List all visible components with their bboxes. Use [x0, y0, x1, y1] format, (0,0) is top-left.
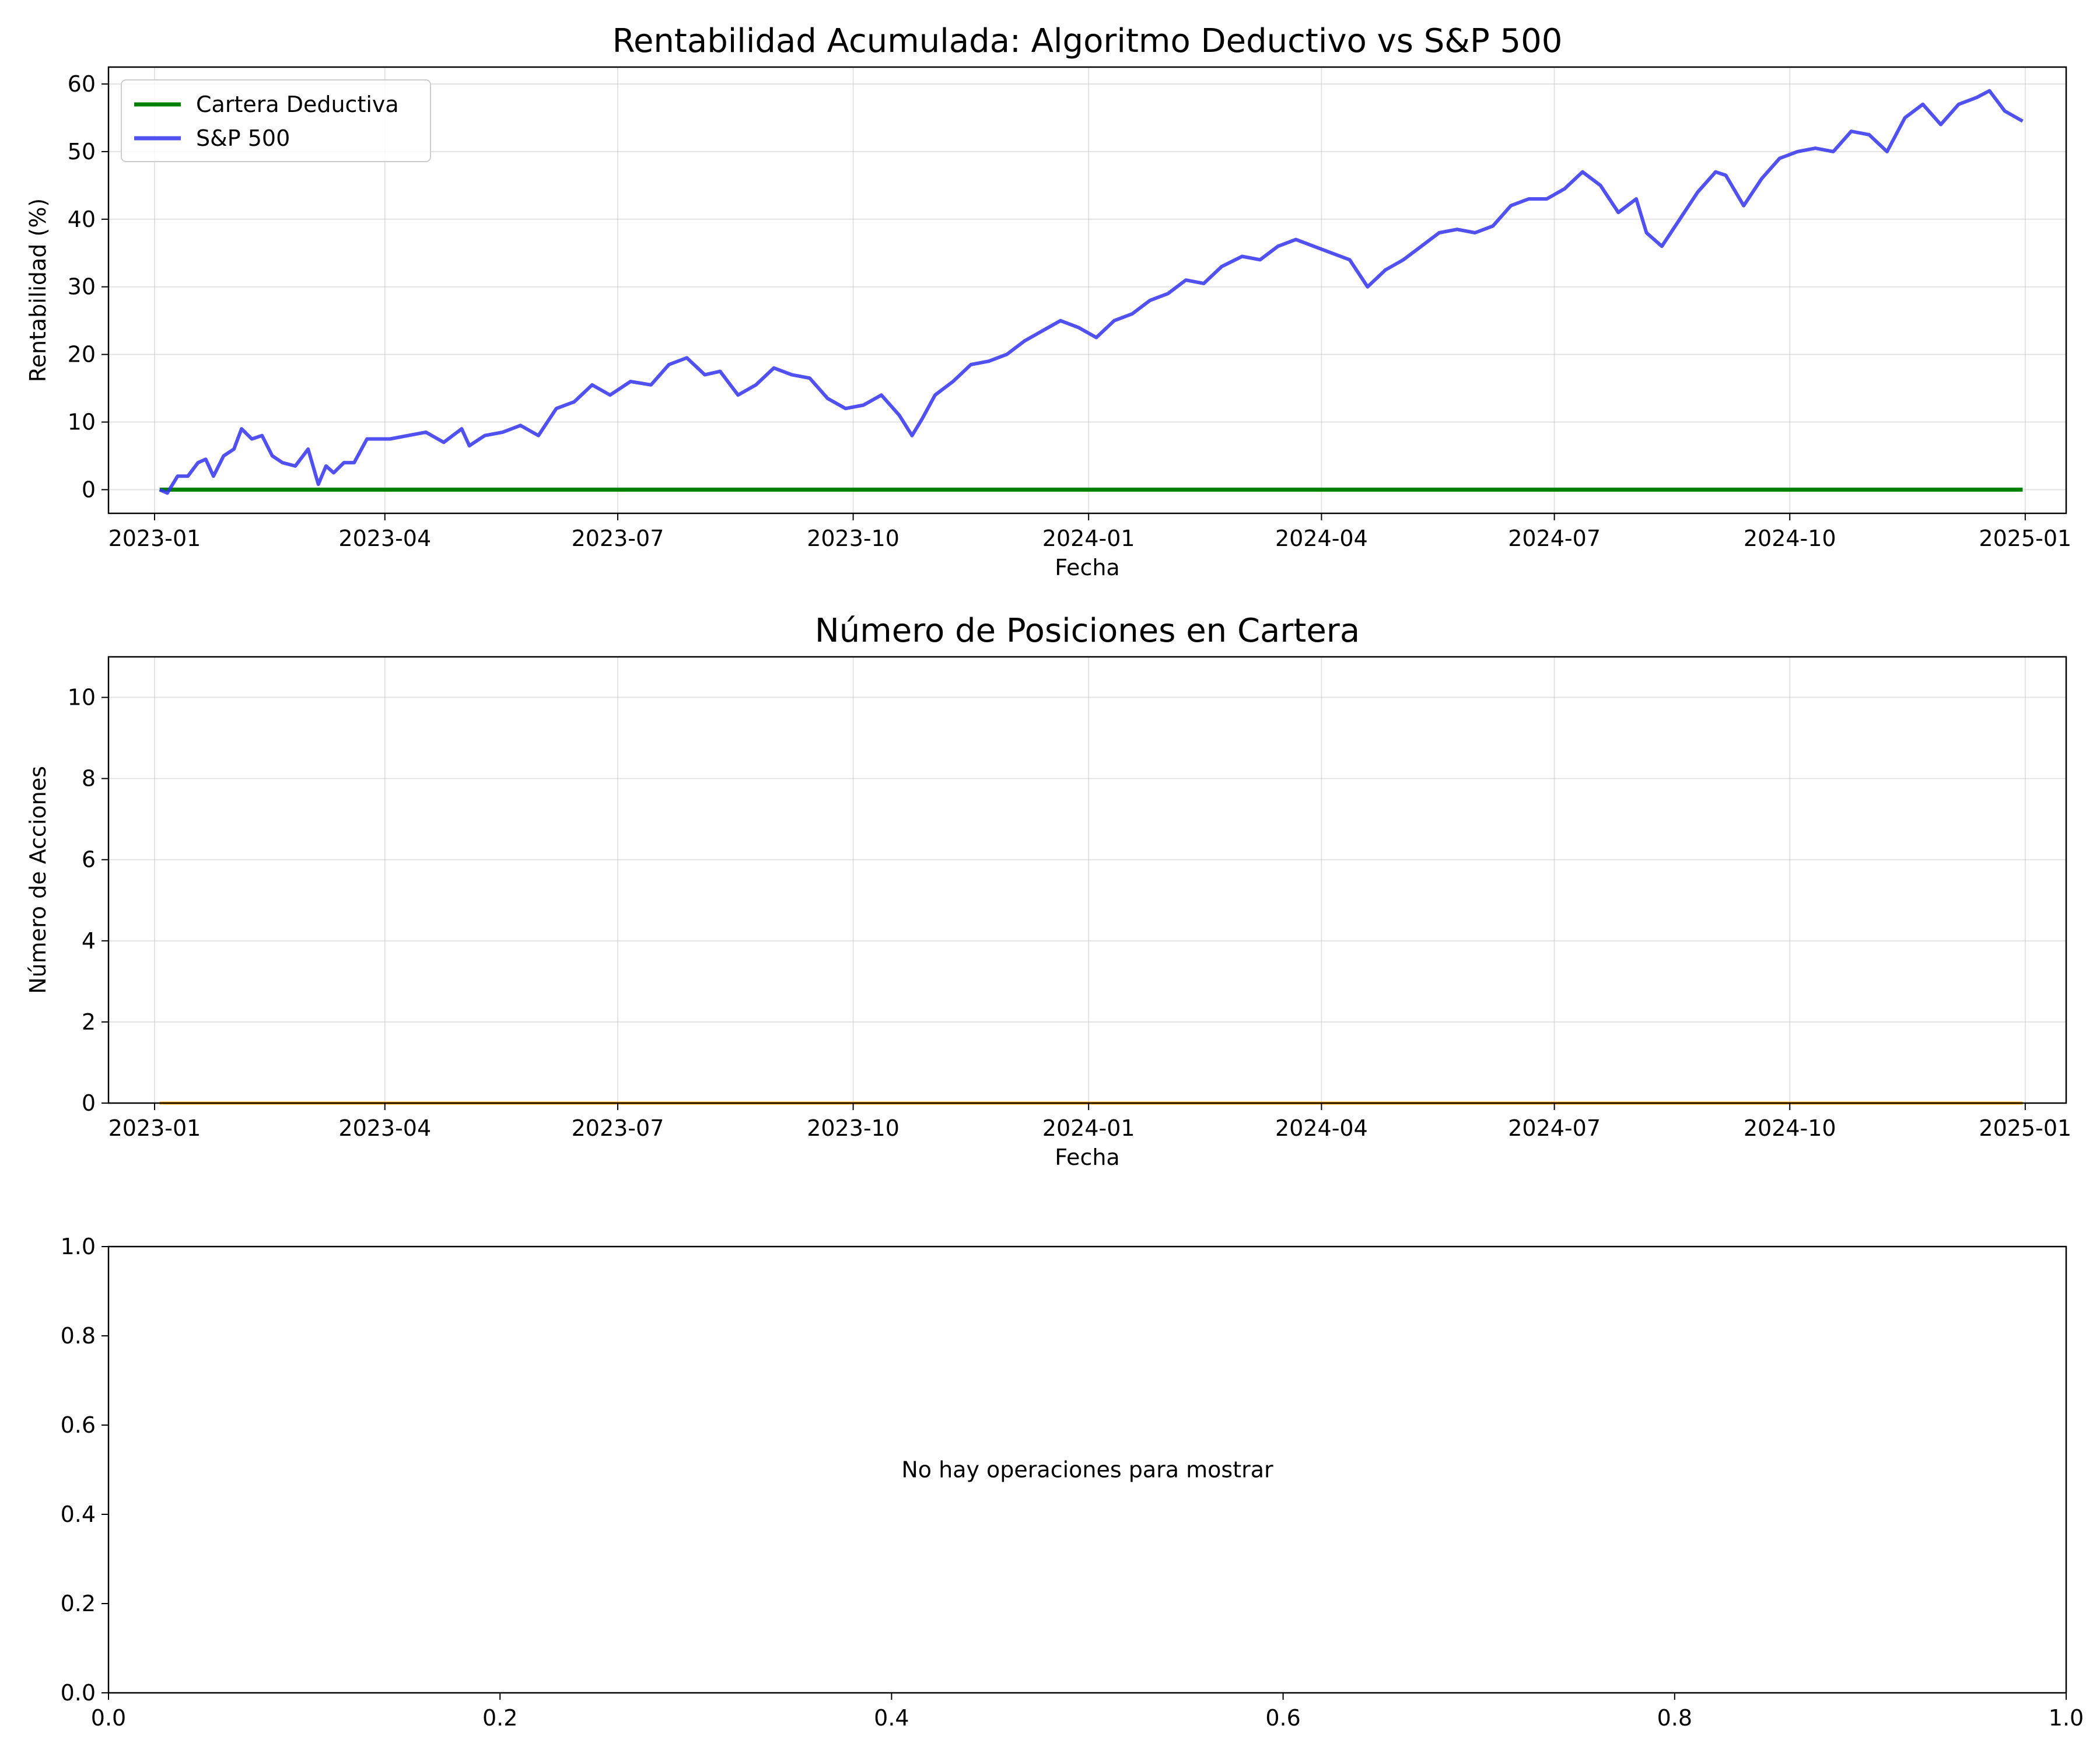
x-tick-label: 2024-04	[1275, 1115, 1368, 1141]
y-tick-label: 50	[68, 139, 96, 164]
x-tick-label: 2025-01	[1979, 526, 2071, 551]
x-tick-label: 0.8	[1657, 1705, 1692, 1731]
returns-chart: 2023-01 2023-04 2023-07 2023-10 2024-01 2024-…	[25, 22, 2071, 580]
x-axis-label: Fecha	[1055, 555, 1119, 580]
y-axis-label: Rentabilidad (%)	[25, 198, 51, 383]
axes-frame	[107, 656, 2067, 1104]
y-tick-label: 0.2	[61, 1591, 96, 1616]
chart-title: Rentabilidad Acumulada: Algoritmo Deduct…	[612, 22, 1563, 60]
x-tick-label: 2023-01	[108, 1115, 201, 1141]
y-tick-label: 40	[68, 206, 96, 232]
x-tick-label: 2024-01	[1042, 526, 1135, 551]
axes-frame	[107, 66, 2067, 514]
y-tick-label: 0.4	[61, 1502, 96, 1527]
legend: Cartera Deductiva S&P 500	[121, 79, 431, 162]
y-tick-label: 30	[68, 274, 96, 300]
legend-label: Cartera Deductiva	[196, 92, 399, 117]
y-tick-label: 2	[82, 1009, 96, 1035]
x-tick-label: 2024-07	[1508, 1115, 1601, 1141]
x-tick-label: 2023-04	[338, 526, 431, 551]
positions-chart: 2023-01 2023-04 2023-07 2023-10 2024-01 2024-…	[25, 612, 2071, 1170]
x-tick-label: 2023-07	[572, 1115, 664, 1141]
y-tick-label: 10	[68, 685, 96, 710]
x-tick-label: 1.0	[2049, 1705, 2084, 1731]
x-tick-label: 2024-01	[1042, 1115, 1135, 1141]
x-tick-label: 2024-04	[1275, 526, 1368, 551]
x-tick-label: 0.2	[482, 1705, 517, 1731]
y-tick-label: 0	[82, 477, 96, 502]
y-tick-label: 60	[68, 71, 96, 97]
x-tick-label: 0.6	[1265, 1705, 1300, 1731]
x-tick-label: 0.4	[874, 1705, 909, 1731]
series-line-s-p-500	[159, 89, 2024, 495]
x-tick-label: 2024-10	[1744, 1115, 1836, 1141]
x-tick-label: 2024-10	[1744, 526, 1836, 551]
y-tick-label: 8	[82, 766, 96, 792]
y-tick-label: 0.0	[61, 1680, 96, 1706]
axes-frame	[107, 1245, 2067, 1694]
y-tick-label: 0.8	[61, 1323, 96, 1349]
x-tick-label: 2025-01	[1979, 1115, 2071, 1141]
y-tick-label: 20	[68, 342, 96, 368]
y-tick-label: 6	[82, 847, 96, 873]
x-tick-label: 2023-04	[338, 1115, 431, 1141]
y-tick-label: 10	[68, 410, 96, 435]
x-tick-label: 0.0	[91, 1705, 126, 1731]
y-tick-label: 4	[82, 928, 96, 954]
x-axis-label: Fecha	[1055, 1144, 1119, 1170]
chart-title: Número de Posiciones en Cartera	[815, 612, 1360, 650]
y-tick-label: 1.0	[61, 1234, 96, 1259]
legend-label: S&P 500	[196, 125, 290, 151]
x-tick-label: 2024-07	[1508, 526, 1601, 551]
x-tick-label: 2023-01	[108, 526, 201, 551]
x-tick-label: 2023-10	[807, 1115, 900, 1141]
y-tick-label: 0	[82, 1090, 96, 1116]
x-tick-label: 2023-10	[807, 526, 900, 551]
y-tick-label: 0.6	[61, 1412, 96, 1438]
empty-state-annotation: No hay operaciones para mostrar	[901, 1457, 1273, 1483]
x-tick-label: 2023-07	[572, 526, 664, 551]
legend-box	[121, 79, 431, 162]
y-axis-label: Número de Acciones	[25, 766, 51, 994]
operations-chart: 0.0 0.2 0.4 0.6 0.8 1.0 0.0 0.2 0.4 0.6 0.8 1.0 No h…	[61, 1234, 2084, 1731]
